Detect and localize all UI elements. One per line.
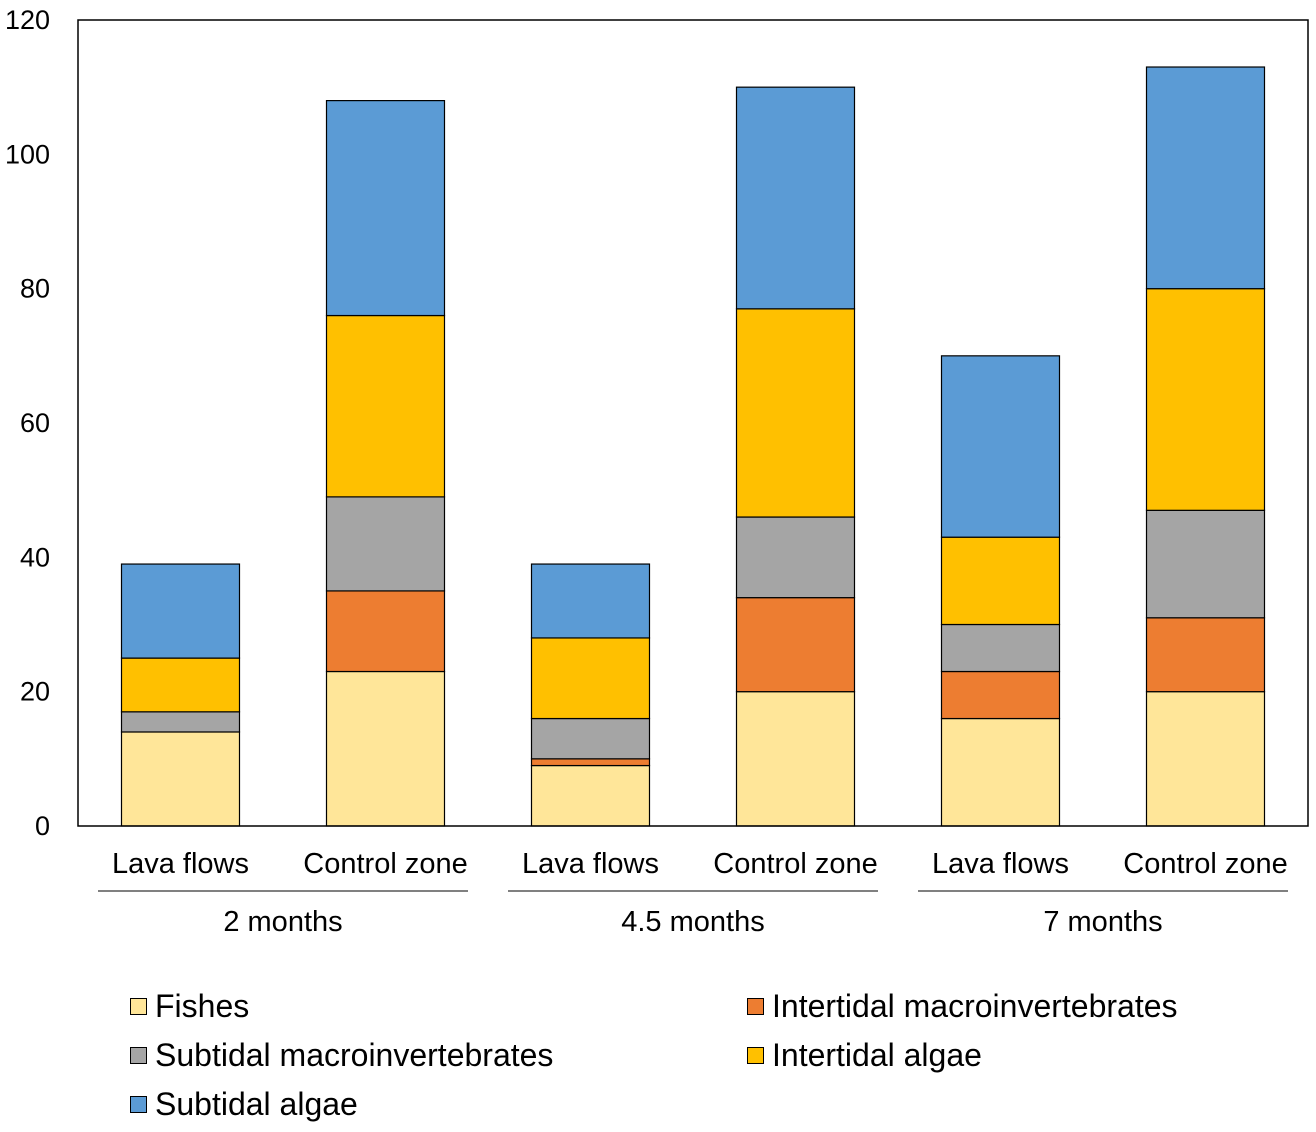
y-tick-label-0: 0 xyxy=(35,811,50,841)
y-axis-ticks: 0 20 40 60 80 100 120 xyxy=(5,5,50,841)
bar-fishes-5 xyxy=(1145,691,1266,827)
bar-fishes-1 xyxy=(325,670,446,827)
y-tick-label-80: 80 xyxy=(20,274,50,304)
bar-intertidal-algae-2 xyxy=(530,637,651,720)
bar-subtidal-algae-1 xyxy=(325,99,446,317)
bar-intertidal-algae-5 xyxy=(1145,288,1266,511)
group-label-4-5-months: 4.5 months xyxy=(621,906,764,938)
y-tick-label-60: 60 xyxy=(20,408,50,438)
bar-subtidal-algae-2 xyxy=(530,563,651,639)
plot-frame xyxy=(77,19,1309,827)
bar-intertidal-algae-0 xyxy=(120,657,241,713)
group-label-7-months: 7 months xyxy=(1043,906,1162,938)
x-category-label-5: Control zone xyxy=(1123,848,1287,880)
bar-fishes-0 xyxy=(120,731,241,827)
x-axis-labels: Lava flows Control zone Lava flows Control … xyxy=(98,848,1288,938)
bar-subtidal-macroinvertebrates-5 xyxy=(1145,509,1266,619)
bar-intertidal-algae-4 xyxy=(940,536,1061,626)
bar-intertidal-algae-3 xyxy=(735,308,856,518)
bar-intertidal-macroinvertebrates-3 xyxy=(735,597,856,693)
bar-subtidal-macroinvertebrates-0 xyxy=(120,711,241,733)
bar-intertidal-macroinvertebrates-5 xyxy=(1145,617,1266,693)
bar-subtidal-macroinvertebrates-1 xyxy=(325,496,446,592)
bar-intertidal-macroinvertebrates-2 xyxy=(530,758,651,767)
y-tick-label-120: 120 xyxy=(5,5,50,35)
bar-subtidal-macroinvertebrates-4 xyxy=(940,623,1061,673)
bar-fishes-4 xyxy=(940,717,1061,827)
bar-intertidal-algae-1 xyxy=(325,314,446,498)
bar-fishes-2 xyxy=(530,764,651,827)
bar-subtidal-algae-0 xyxy=(120,563,241,659)
x-category-label-2: Lava flows xyxy=(522,848,659,880)
bar-subtidal-macroinvertebrates-2 xyxy=(530,717,651,760)
bar-intertidal-macroinvertebrates-4 xyxy=(940,670,1061,720)
y-tick-label-20: 20 xyxy=(20,677,50,707)
x-category-label-3: Control zone xyxy=(713,848,877,880)
bar-fishes-3 xyxy=(735,691,856,827)
bars xyxy=(120,66,1266,827)
x-category-label-0: Lava flows xyxy=(112,848,249,880)
bar-subtidal-algae-5 xyxy=(1145,66,1266,290)
bar-subtidal-algae-3 xyxy=(735,86,856,310)
y-tick-label-40: 40 xyxy=(20,542,50,572)
group-label-2-months: 2 months xyxy=(223,906,342,938)
x-category-label-1: Control zone xyxy=(303,848,467,880)
bar-intertidal-macroinvertebrates-1 xyxy=(325,590,446,673)
bar-subtidal-algae-4 xyxy=(940,355,1061,538)
x-category-label-4: Lava flows xyxy=(932,848,1069,880)
bar-subtidal-macroinvertebrates-3 xyxy=(735,516,856,599)
y-tick-label-100: 100 xyxy=(5,139,50,169)
